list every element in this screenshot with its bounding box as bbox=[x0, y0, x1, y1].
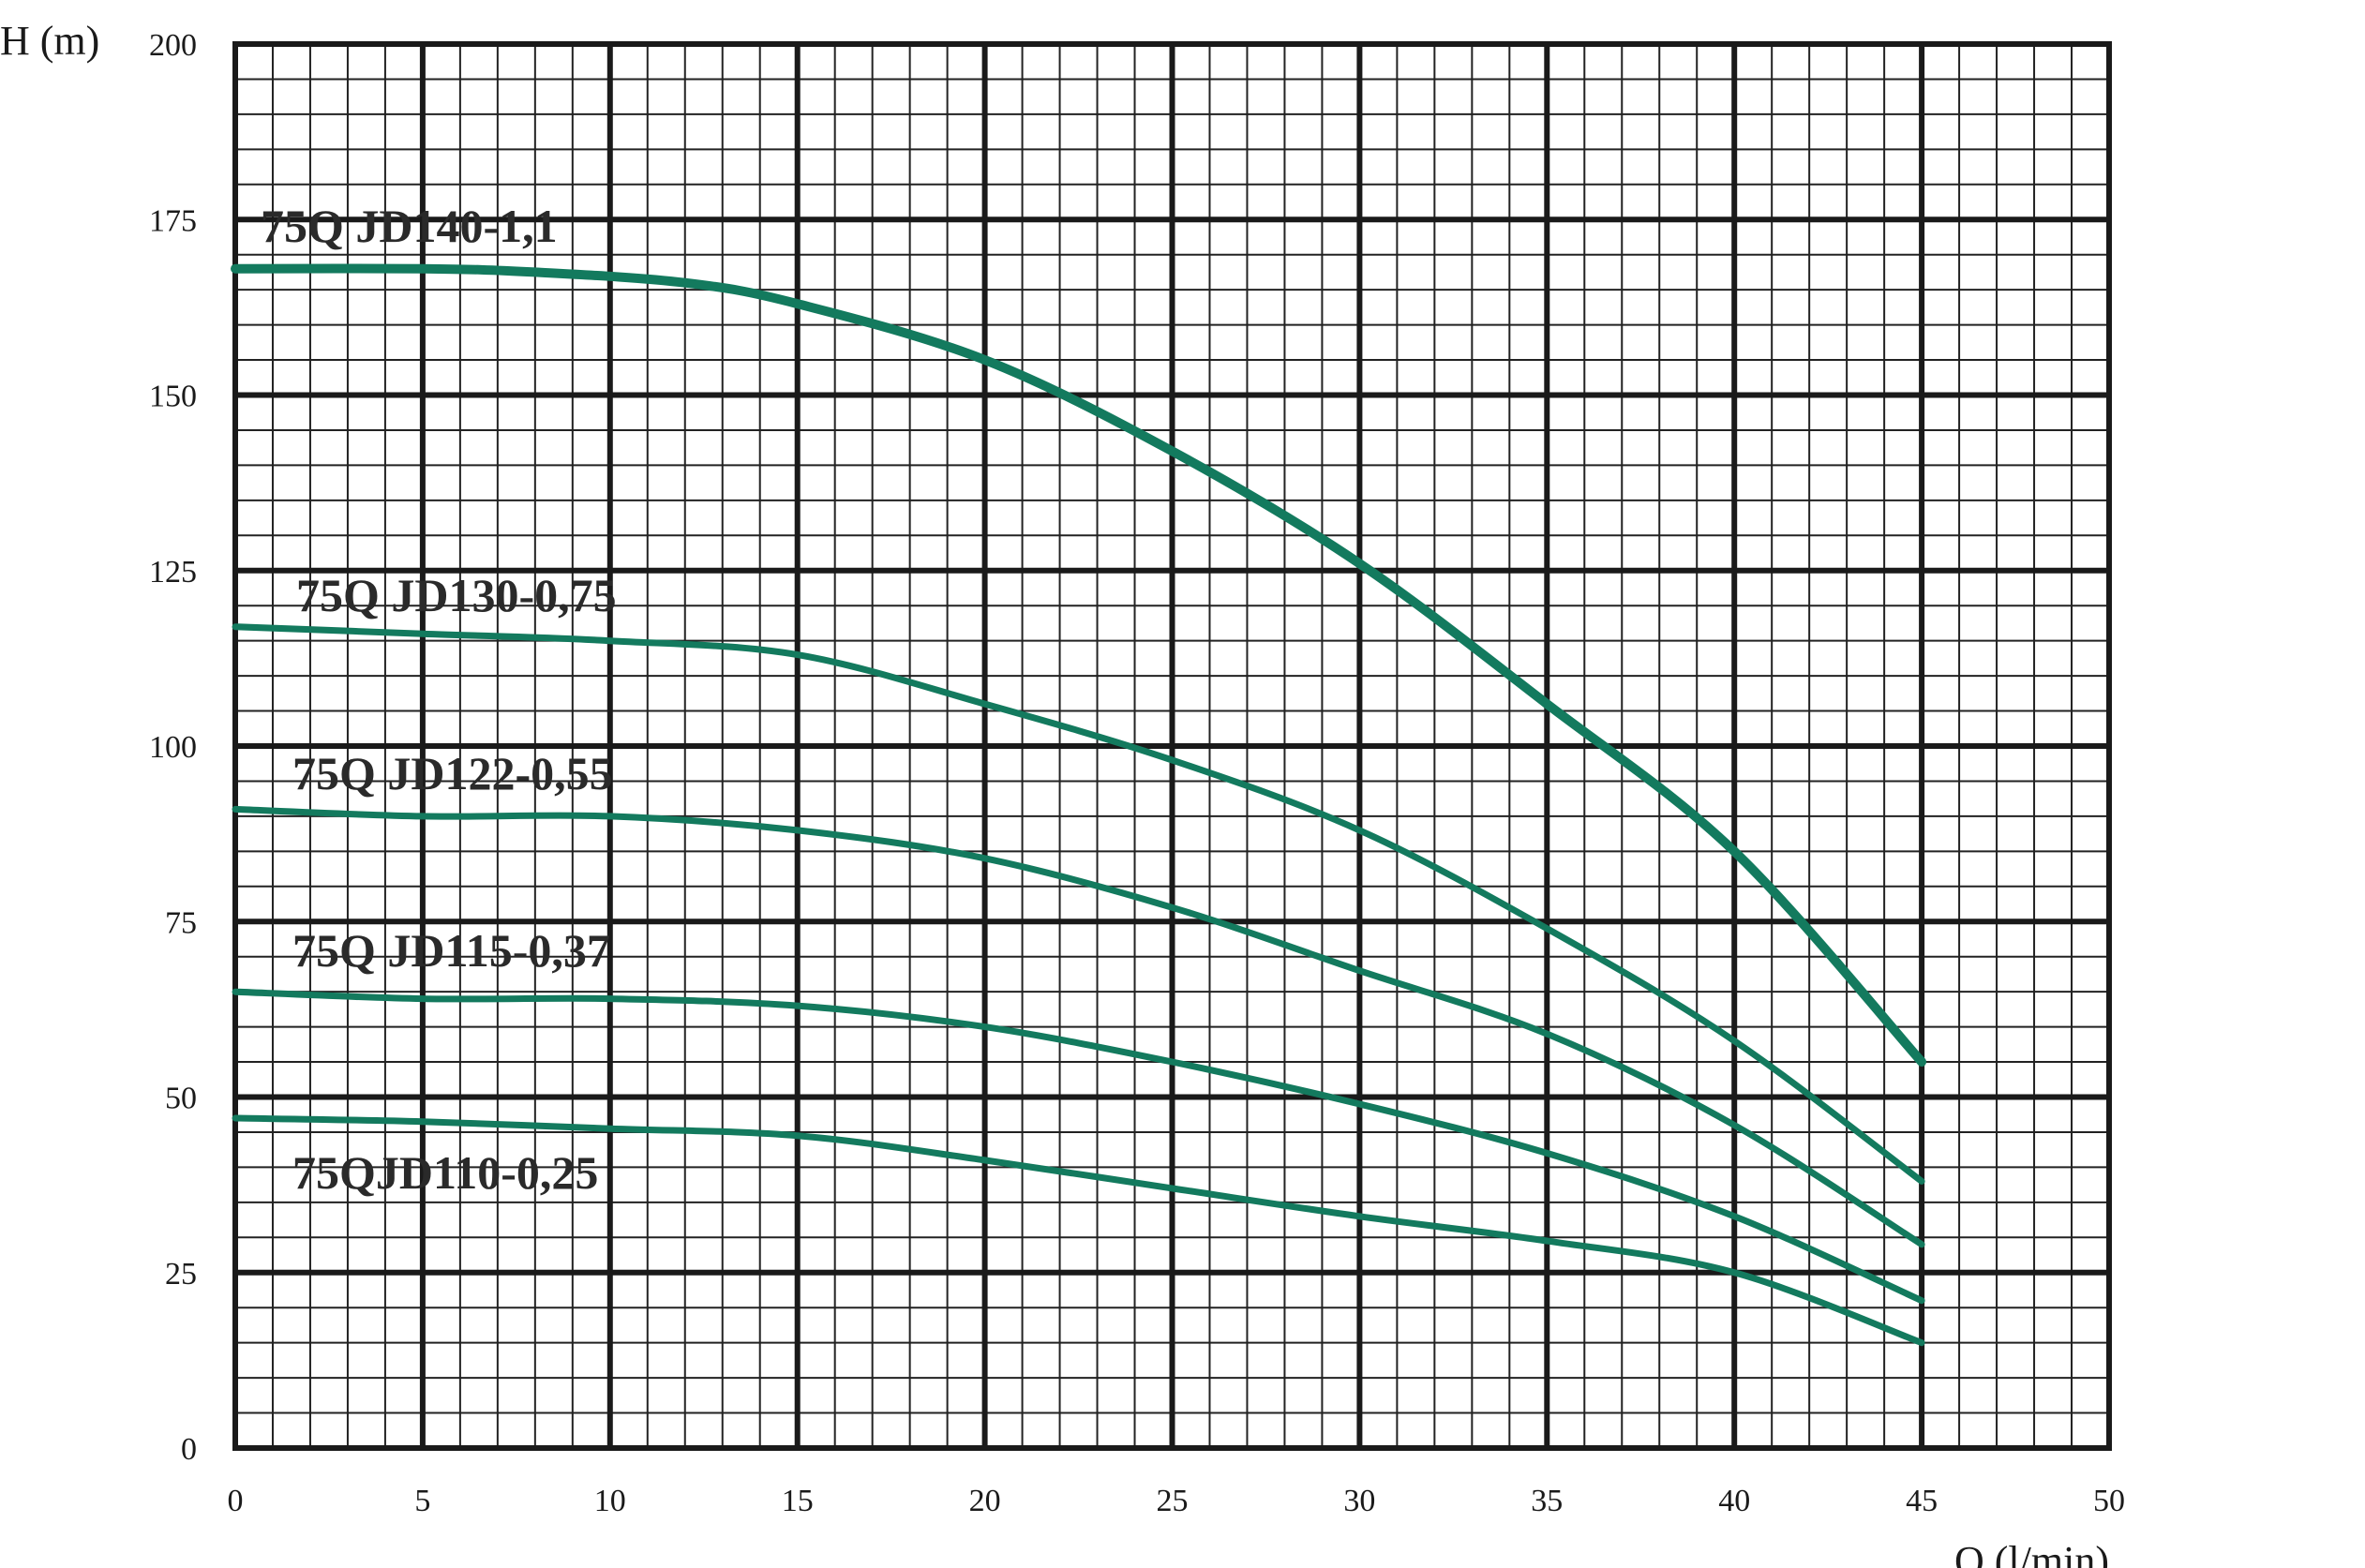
x-tick-label: 35 bbox=[1531, 1484, 1563, 1518]
x-tick-label: 50 bbox=[2093, 1484, 2125, 1518]
series-line-4 bbox=[232, 1114, 1925, 1347]
series-labels: 75Q JD140-1,1 75Q JD130-0,75 75Q JD122-0,5… bbox=[261, 200, 617, 1199]
x-tick-label: 40 bbox=[1718, 1484, 1750, 1518]
y-axis-title: H (m) bbox=[0, 18, 99, 64]
y-tick-label: 50 bbox=[165, 1082, 197, 1116]
x-tick-label: 30 bbox=[1343, 1484, 1375, 1518]
y-tick-label: 0 bbox=[181, 1432, 197, 1467]
plot-frame bbox=[232, 41, 2112, 1451]
series-label-4: 75QJD110-0,25 bbox=[292, 1146, 598, 1199]
y-tick-label: 200 bbox=[149, 28, 197, 63]
y-tick-label: 150 bbox=[149, 380, 197, 414]
x-tick-label: 10 bbox=[594, 1484, 626, 1518]
series-label-3: 75Q JD115-0,37 bbox=[292, 924, 610, 977]
x-tick-label: 15 bbox=[782, 1484, 814, 1518]
x-tick-label: 45 bbox=[1906, 1484, 1938, 1518]
y-tick-label: 175 bbox=[149, 203, 197, 238]
x-tick-label: 0 bbox=[228, 1484, 244, 1518]
x-axis-title: Q (l/min) bbox=[1954, 1538, 2109, 1568]
series-line-2 bbox=[232, 805, 1925, 1248]
series-lines bbox=[231, 263, 1927, 1347]
x-tick-label: 25 bbox=[1157, 1484, 1189, 1518]
y-tick-labels: 0 25 50 75 100 125 150 175 200 bbox=[149, 28, 197, 1467]
x-tick-labels: 0 5 10 15 20 25 30 35 40 45 50 bbox=[228, 1484, 2126, 1518]
series-label-2: 75Q JD122-0,55 bbox=[292, 747, 613, 799]
series-label-0: 75Q JD140-1,1 bbox=[261, 200, 558, 252]
x-tick-label: 5 bbox=[414, 1484, 430, 1518]
y-tick-label: 100 bbox=[149, 730, 197, 765]
y-tick-label: 25 bbox=[165, 1257, 197, 1292]
series-label-1: 75Q JD130-0,75 bbox=[296, 569, 617, 621]
series-line-3 bbox=[232, 988, 1925, 1305]
y-tick-label: 75 bbox=[165, 905, 197, 940]
y-tick-label: 125 bbox=[149, 555, 197, 590]
series-line-0 bbox=[231, 263, 1927, 1067]
series-line-1 bbox=[232, 623, 1925, 1185]
x-tick-label: 20 bbox=[969, 1484, 1001, 1518]
